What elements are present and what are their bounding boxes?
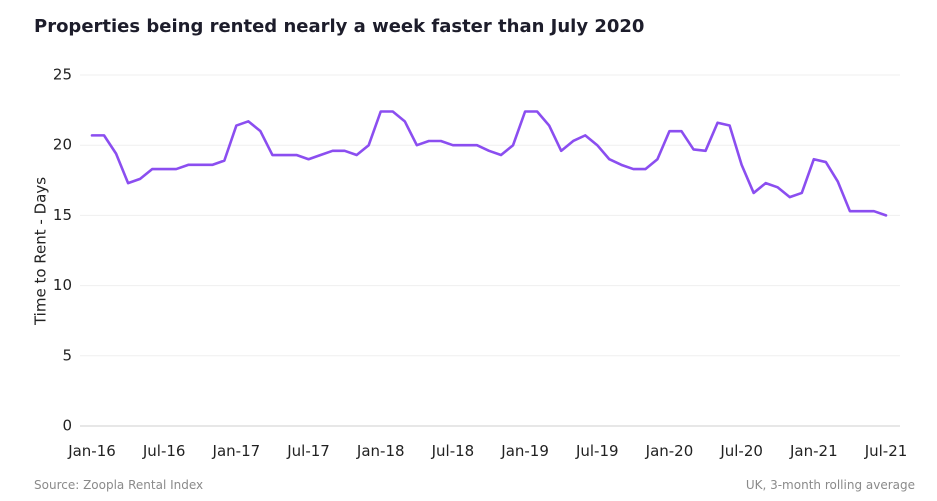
chart-title: Properties being rented nearly a week fa… bbox=[34, 16, 644, 37]
source: Source: Zoopla Rental Index bbox=[34, 478, 203, 492]
x-tick-label: Jul-21 bbox=[864, 442, 908, 460]
x-tick-label: Jan-19 bbox=[500, 442, 549, 460]
y-tick-label: 10 bbox=[53, 276, 72, 294]
x-tick-label: Jul-17 bbox=[286, 442, 330, 460]
x-tick-label: Jul-20 bbox=[719, 442, 763, 460]
x-tick-label: Jul-16 bbox=[142, 442, 186, 460]
x-tick-label: Jan-16 bbox=[67, 442, 116, 460]
x-tick-label: Jan-20 bbox=[645, 442, 694, 460]
y-tick-label: 20 bbox=[53, 136, 72, 154]
x-tick-label: Jul-19 bbox=[575, 442, 619, 460]
line-series bbox=[90, 110, 888, 217]
y-axis-label: Time to Rent - Days bbox=[32, 177, 50, 326]
y-tick-label: 0 bbox=[62, 417, 72, 435]
x-tick-label: Jan-21 bbox=[789, 442, 838, 460]
x-tick-label: Jul-18 bbox=[431, 442, 475, 460]
y-tick-label: 5 bbox=[62, 346, 72, 364]
x-tick-label: Jan-18 bbox=[356, 442, 405, 460]
note: UK, 3-month rolling average bbox=[746, 478, 915, 492]
y-tick-label: 25 bbox=[53, 66, 72, 84]
x-tick-label: Jan-17 bbox=[212, 442, 261, 460]
y-tick-label: 15 bbox=[53, 206, 72, 224]
